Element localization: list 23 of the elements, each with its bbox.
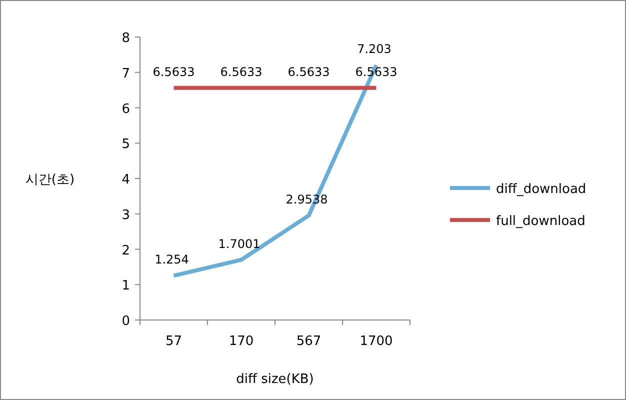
data-label: 6.5633 <box>220 64 262 79</box>
y-tick-label: 8 <box>122 31 130 46</box>
y-tick-label: 6 <box>122 102 130 117</box>
data-label: 6.5633 <box>288 64 330 79</box>
y-tick-label: 7 <box>122 66 130 82</box>
data-label: 7.203 <box>357 42 392 56</box>
y-tick-label: 3 <box>122 208 130 223</box>
x-tick-label: 1700 <box>360 334 393 349</box>
x-tick-label: 57 <box>165 334 182 349</box>
y-tick-label: 0 <box>122 314 130 329</box>
x-axis-title: diff size(KB) <box>236 372 314 387</box>
data-label: 1.7001 <box>218 236 260 251</box>
legend-label: diff_download <box>496 182 586 197</box>
y-axis-title: 시간(초) <box>25 172 75 188</box>
legend-label: full_download <box>496 214 586 229</box>
y-tick-label: 4 <box>122 172 130 188</box>
y-tick-label: 1 <box>122 278 130 294</box>
x-tick-label: 567 <box>296 334 322 349</box>
x-tick-label: 170 <box>228 334 254 349</box>
data-label: 6.5633 <box>152 64 195 79</box>
y-tick-label: 2 <box>122 243 130 258</box>
data-label: 1.254 <box>154 252 189 267</box>
y-tick-label: 5 <box>122 137 130 152</box>
